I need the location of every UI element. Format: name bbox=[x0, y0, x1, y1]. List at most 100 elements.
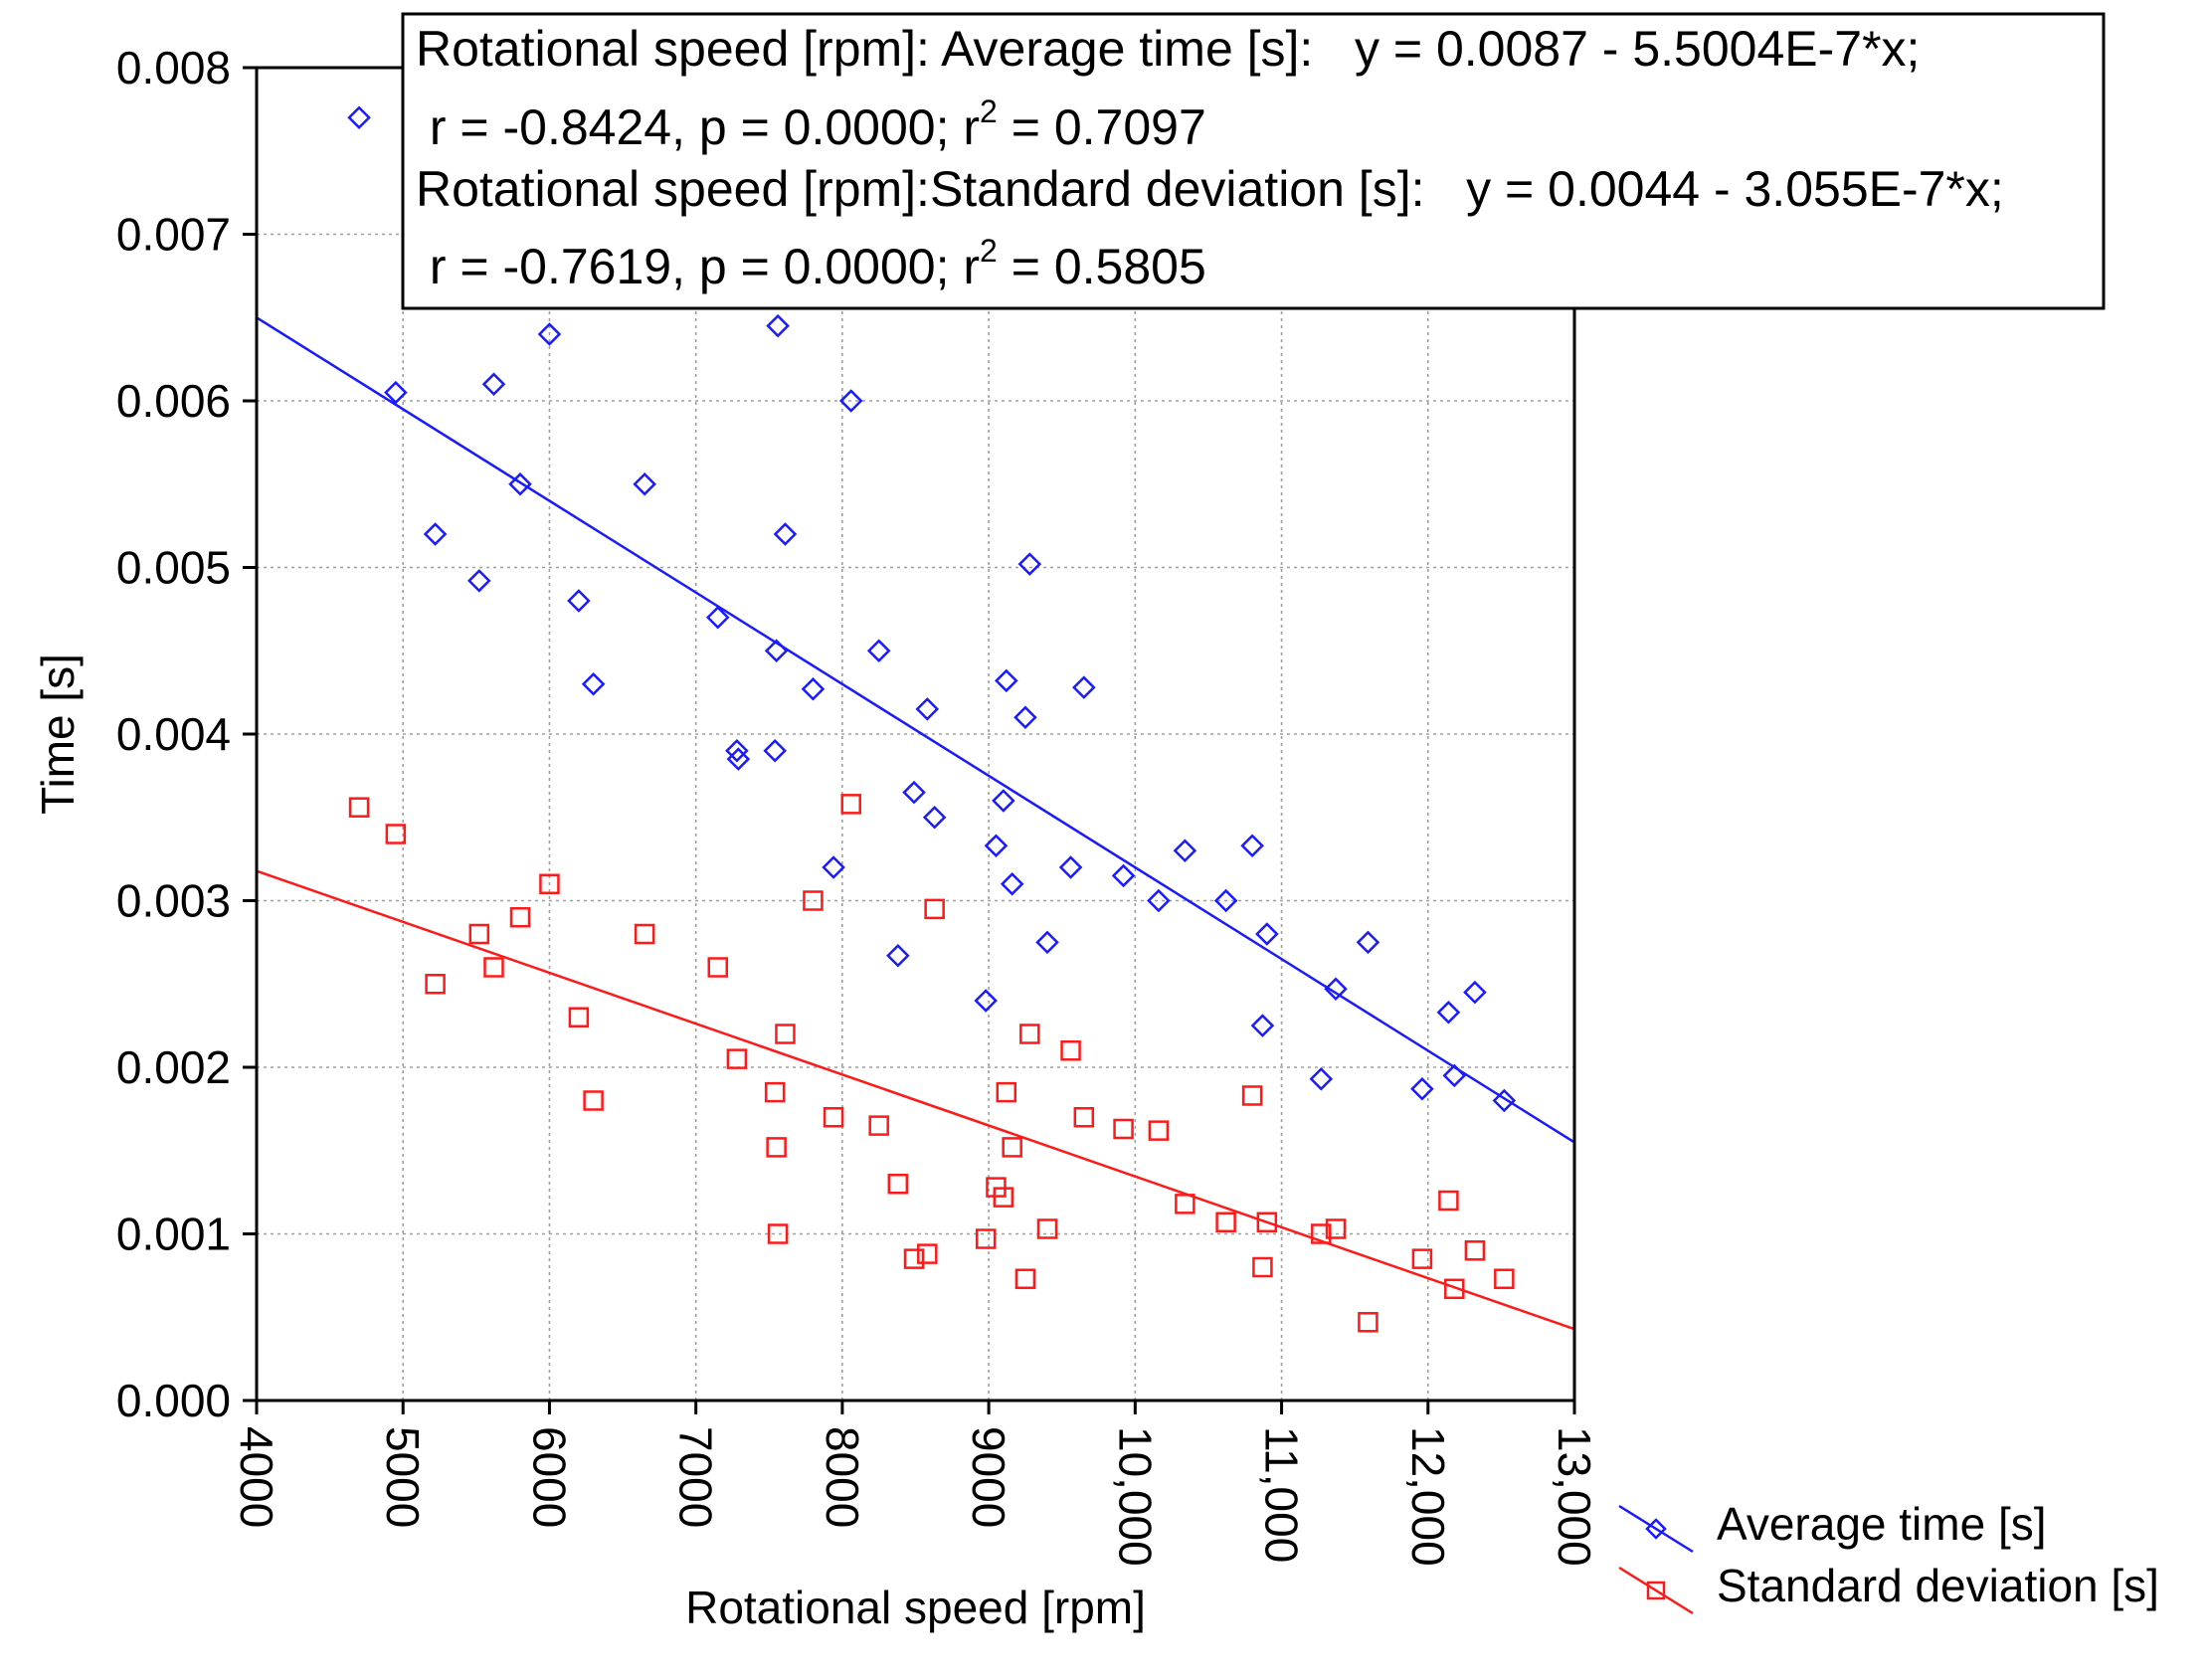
average-time-point bbox=[992, 789, 1015, 813]
average-time-point bbox=[567, 589, 591, 613]
std-dev-point bbox=[468, 923, 490, 945]
std-dev-point bbox=[425, 974, 446, 995]
std-dev-point bbox=[1311, 1223, 1332, 1244]
std-dev-point bbox=[1464, 1240, 1486, 1261]
std-dev-point bbox=[1002, 1137, 1022, 1158]
average-time-point bbox=[1492, 1088, 1517, 1113]
fit-line bbox=[256, 869, 1575, 1331]
std-dev-point bbox=[1113, 1118, 1134, 1140]
average-time-point bbox=[866, 639, 891, 663]
legend-line bbox=[1618, 1504, 1694, 1554]
axes: 4000 5000 6000 7000 8000 9000 10,000 11,000 12,0… bbox=[116, 42, 1600, 1567]
average-time-point bbox=[763, 738, 787, 763]
x-tick-label: 9000 bbox=[963, 1426, 1014, 1528]
stats-average-r-squared-value: = 0.7097 bbox=[998, 99, 1206, 155]
legend-label: Standard deviation [s] bbox=[1717, 1560, 2159, 1611]
std-dev-point bbox=[568, 1007, 590, 1027]
std-dev-point bbox=[1019, 1024, 1040, 1044]
std-dev-point bbox=[917, 1243, 938, 1264]
stats-stddev-r-squared-exponent: 2 bbox=[980, 233, 998, 269]
legend-diamond-marker bbox=[1645, 1518, 1667, 1540]
average-time-point bbox=[1058, 855, 1083, 879]
std-dev-point bbox=[707, 957, 728, 978]
stats-stddev-r-text: r = -0.7619, p = 0.0000; r bbox=[416, 239, 980, 294]
average-time-point bbox=[1442, 1063, 1467, 1088]
std-dev-point bbox=[996, 1081, 1017, 1103]
average-time-point bbox=[705, 605, 730, 630]
std-dev-point bbox=[1014, 1268, 1036, 1289]
y-tick-label: 0.007 bbox=[116, 209, 231, 261]
std-dev-point bbox=[385, 824, 407, 844]
average-time-point bbox=[922, 805, 947, 830]
average-time-point bbox=[995, 668, 1018, 693]
average-time-point bbox=[423, 522, 448, 546]
average-time-point bbox=[886, 944, 910, 968]
std-dev-point bbox=[348, 797, 370, 818]
y-tick-label: 0.008 bbox=[116, 42, 231, 93]
std-dev-point bbox=[1411, 1248, 1433, 1269]
legend-line bbox=[1618, 1566, 1694, 1615]
stats-average-r-squared-exponent: 2 bbox=[980, 93, 998, 129]
average-time-point bbox=[1436, 1000, 1461, 1025]
std-dev-point bbox=[1215, 1212, 1236, 1233]
x-tick-label: 5000 bbox=[377, 1426, 429, 1528]
average-time-point bbox=[467, 569, 491, 593]
average-time-point bbox=[384, 380, 408, 405]
average-time-point bbox=[1240, 834, 1264, 857]
regression-stats-box: Rotational speed [rpm]: Average time [s]… bbox=[401, 12, 2106, 310]
std-dev-point bbox=[766, 1137, 787, 1158]
std-dev-point bbox=[803, 890, 824, 911]
std-dev-point bbox=[726, 1048, 748, 1069]
x-tick-label: 11,000 bbox=[1256, 1426, 1308, 1563]
y-tick-label: 0.003 bbox=[116, 875, 231, 927]
std-dev-point bbox=[823, 1107, 844, 1128]
std-dev-point bbox=[1252, 1256, 1273, 1278]
legend-label: Average time [s] bbox=[1717, 1498, 2047, 1550]
stats-stddev-correlation: r = -0.7619, p = 0.0000; r2 = 0.5805 bbox=[416, 233, 1206, 294]
average-time-point bbox=[766, 313, 790, 338]
std-dev-point bbox=[1036, 1218, 1058, 1239]
x-axis-title: Rotational speed [rpm] bbox=[685, 1582, 1146, 1633]
std-dev-point bbox=[903, 1248, 925, 1269]
std-dev-point bbox=[975, 1228, 997, 1249]
x-tick-label: 6000 bbox=[523, 1426, 575, 1528]
x-tick-label: 13,000 bbox=[1549, 1426, 1600, 1567]
average-time-point bbox=[1255, 922, 1279, 946]
average-time-point bbox=[1000, 871, 1024, 896]
legend: Average time [s] Standard deviation [s] bbox=[1618, 1498, 2159, 1615]
std-dev-point bbox=[1438, 1190, 1459, 1212]
average-time-point bbox=[838, 389, 863, 413]
average-time-point bbox=[725, 738, 749, 763]
x-tick-label: 12,000 bbox=[1402, 1426, 1454, 1567]
stats-average-r-text: r = -0.8424, p = 0.0000; r bbox=[416, 99, 980, 155]
x-tick-label: 10,000 bbox=[1109, 1426, 1161, 1567]
y-tick-label: 0.001 bbox=[116, 1209, 231, 1260]
std-dev-point bbox=[483, 957, 504, 978]
fit-line bbox=[256, 316, 1575, 1144]
stats-box-frame bbox=[401, 12, 2106, 310]
std-dev-point bbox=[1444, 1278, 1465, 1300]
y-tick-label: 0.006 bbox=[116, 375, 231, 427]
std-dev-point bbox=[840, 794, 861, 815]
data-points bbox=[347, 105, 1517, 1333]
std-dev-point bbox=[1494, 1268, 1515, 1289]
std-dev-point bbox=[767, 1223, 789, 1244]
average-time-point bbox=[1324, 977, 1348, 1002]
std-dev-point bbox=[887, 1174, 909, 1195]
stats-stddev-equation: Rotational speed [rpm]:Standard deviatio… bbox=[416, 161, 2004, 217]
average-time-point bbox=[801, 677, 826, 701]
average-time-point bbox=[1410, 1077, 1434, 1101]
average-time-point bbox=[1035, 930, 1059, 955]
std-dev-point bbox=[1325, 1218, 1347, 1239]
average-time-point bbox=[1111, 863, 1136, 888]
std-dev-point bbox=[993, 1187, 1014, 1208]
average-time-point bbox=[902, 780, 926, 805]
legend-square-marker bbox=[1646, 1581, 1666, 1600]
y-tick-label: 0.000 bbox=[116, 1375, 231, 1426]
average-time-point bbox=[984, 834, 1009, 857]
std-dev-point bbox=[1073, 1107, 1095, 1128]
std-dev-point bbox=[1060, 1040, 1081, 1061]
average-time-point bbox=[508, 471, 532, 496]
average-time-point bbox=[974, 989, 998, 1013]
x-tick-label: 7000 bbox=[670, 1426, 722, 1528]
